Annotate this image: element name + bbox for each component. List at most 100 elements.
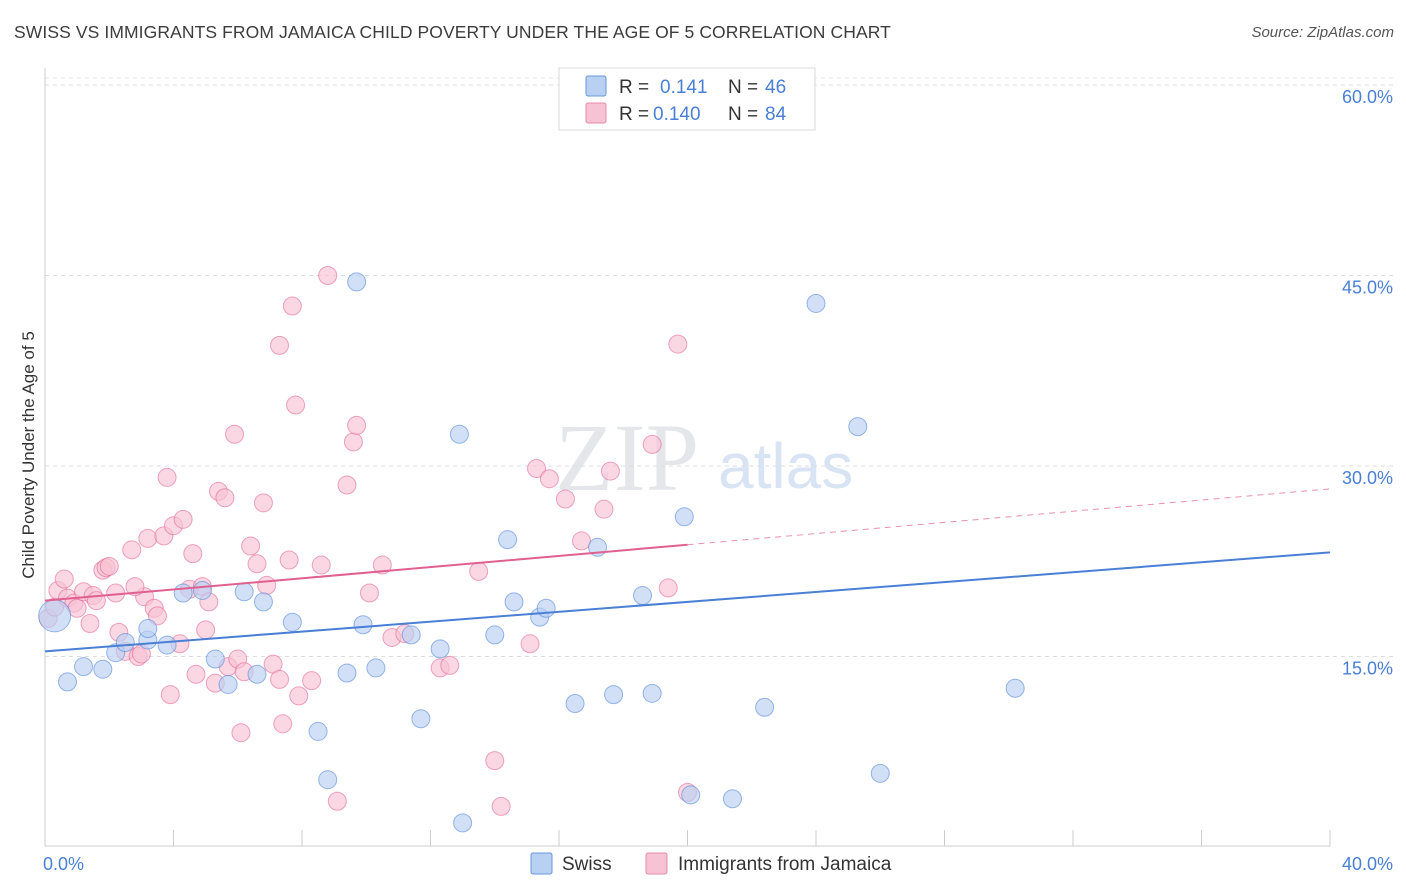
jamaica-point [186,664,206,684]
swiss-point [173,583,193,603]
swiss-point [366,658,386,678]
swiss-point [234,582,254,602]
jamaica-point [273,714,293,734]
swiss-point [449,424,469,444]
watermark: ZIP atlas [555,404,853,511]
jamaica-point [247,554,267,574]
jamaica-point [594,499,614,519]
jamaica-point [122,540,142,560]
jamaica-point [337,475,357,495]
y-tick-label: 60.0% [1342,87,1393,107]
jamaica-point [555,489,575,509]
swiss-point [282,612,302,632]
swiss-point [536,598,556,618]
jamaica-point [347,415,367,435]
legend-bottom-label-jamaica: Immigrants from Jamaica [678,854,892,875]
jamaica-point [302,671,322,691]
data-points [38,266,1025,833]
chart-title: SWISS VS IMMIGRANTS FROM JAMAICA CHILD P… [14,22,891,42]
swiss-point [504,592,524,612]
legend-bottom-swatch-swiss [530,852,553,875]
jamaica-point [241,536,261,556]
jamaica-point [54,569,74,589]
jamaica-point [571,531,591,551]
y-tick-label: 15.0% [1342,659,1393,679]
jamaica-point [539,469,559,489]
swiss-point [93,659,113,679]
trend-lines [44,488,1331,653]
legend-top-swatch-jamaica [585,102,607,124]
legend-top: R = 0.141 N = 46 R = 0.140 N = 84 [558,67,816,131]
y-tick-label: 45.0% [1342,278,1393,298]
swiss-point [485,625,505,645]
source-label: Source: ZipAtlas.com [1251,24,1394,41]
jamaica-point [157,467,177,487]
legend-top-n-label-swiss: N = [728,77,758,98]
legend-top-r-label-jamaica: R = [619,104,649,125]
jamaica-point [343,432,363,452]
legend-top-r-value-swiss: 0.141 [660,77,708,98]
legend-top-r-value-jamaica: 0.140 [653,104,701,125]
jamaica-point [99,556,119,576]
jamaica-point [668,334,688,354]
swiss-point [205,649,225,669]
jamaica-point [286,395,306,415]
jamaica-point [80,613,100,633]
jamaica-point [257,575,277,595]
legend-top-n-value-swiss: 46 [765,77,786,98]
swiss-point [806,293,826,313]
jamaica-point [86,591,106,611]
swiss-point [848,417,868,437]
jamaica-point [485,751,505,771]
jamaica-point [160,685,180,705]
jamaica-point [282,296,302,316]
jamaica-trend-line [44,543,688,602]
x-tick-label-min: 0.0% [43,854,84,874]
swiss-point [755,697,775,717]
swiss-point [498,530,518,550]
jamaica-point [270,669,290,689]
swiss-point [247,664,267,684]
legend-top-n-value-jamaica: 84 [765,104,787,125]
swiss-point [308,721,328,741]
legend-bottom-swatch-jamaica [645,852,668,875]
swiss-point [192,580,212,600]
swiss-point [870,763,890,783]
swiss-trend-line [44,551,1331,653]
jamaica-point [327,791,347,811]
swiss-point [138,619,158,639]
jamaica-point [125,577,145,597]
jamaica-point [231,723,251,743]
swiss-point [681,785,701,805]
jamaica-point [253,493,273,513]
jamaica-point [359,583,379,603]
legend-top-n-label-jamaica: N = [728,104,758,125]
jamaica-point [642,434,662,454]
jamaica-point [183,544,203,564]
swiss-point [337,663,357,683]
swiss-point [157,635,177,655]
jamaica-point [225,424,245,444]
swiss-point [722,789,742,809]
y-tick-label: 30.0% [1342,468,1393,488]
gridlines [45,77,1395,657]
swiss-point [674,507,694,527]
swiss-point [401,625,421,645]
legend-top-swatch-swiss [585,75,607,97]
jamaica-point [440,655,460,675]
swiss-point [115,633,135,653]
x-tick-label-max: 40.0% [1342,854,1393,874]
jamaica-point [527,459,547,479]
swiss-point [74,657,94,677]
swiss-point [633,586,653,606]
jamaica-point [469,561,489,581]
jamaica-point [372,555,392,575]
swiss-point [353,615,373,635]
swiss-point [604,685,624,705]
swiss-point [253,592,273,612]
swiss-point [57,672,77,692]
jamaica-point [215,488,235,508]
jamaica-point [311,555,331,575]
swiss-point [218,674,238,694]
